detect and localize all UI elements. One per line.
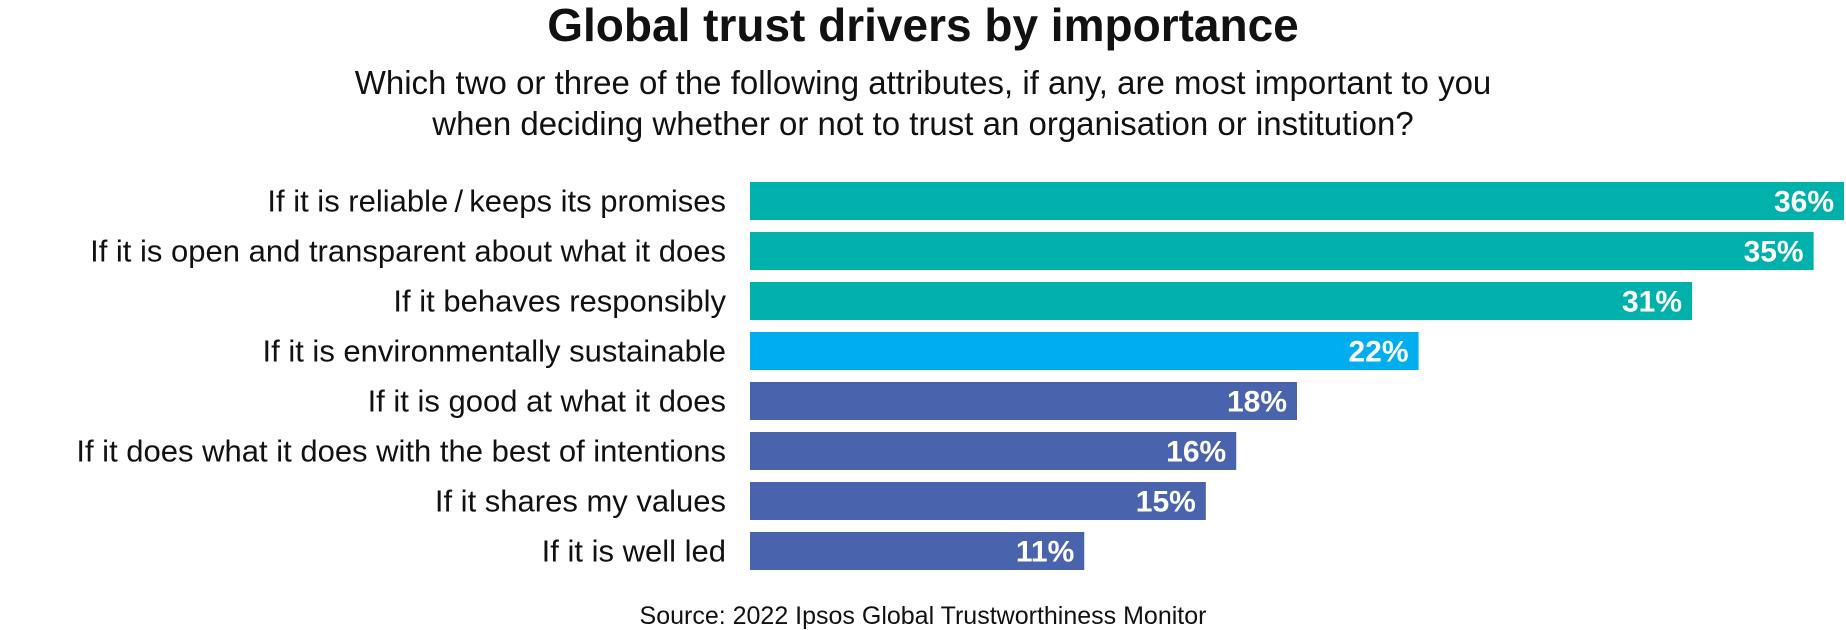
category-label: If it is well led: [542, 534, 726, 569]
bar: [750, 232, 1814, 270]
value-label: 35%: [1744, 236, 1804, 269]
chart-subtitle-line-2: when deciding whether or not to trust an…: [432, 105, 1414, 142]
bar: [750, 432, 1237, 470]
value-label: 22%: [1349, 336, 1409, 369]
bar: [750, 482, 1206, 520]
bar: [750, 332, 1419, 370]
bar: [750, 282, 1693, 320]
value-label: 11%: [1016, 536, 1074, 569]
value-label: 15%: [1136, 486, 1196, 519]
chart-subtitle-line-1: Which two or three of the following attr…: [354, 64, 1492, 101]
category-label: If it behaves responsibly: [393, 284, 726, 319]
bars-layer: If it is reliable / keeps its promises 36…: [76, 182, 1844, 570]
source-note: Source: 2022 Ipsos Global Trustworthines…: [639, 602, 1207, 630]
value-label: 18%: [1227, 386, 1287, 419]
bar: [750, 532, 1085, 570]
value-label: 36%: [1774, 186, 1834, 219]
chart-title: Global trust drivers by importance: [547, 0, 1299, 51]
value-label: 16%: [1166, 436, 1226, 469]
category-label: If it is good at what it does: [368, 384, 726, 419]
bar: [750, 182, 1844, 220]
category-label: If it shares my values: [435, 484, 726, 519]
category-label: If it is environmentally sustainable: [262, 334, 726, 369]
category-label: If it is open and transparent about what…: [90, 234, 726, 269]
category-label: If it does what it does with the best of…: [76, 434, 726, 469]
value-label: 31%: [1622, 286, 1682, 319]
category-label: If it is reliable / keeps its promises: [267, 184, 726, 219]
bar: [750, 382, 1297, 420]
